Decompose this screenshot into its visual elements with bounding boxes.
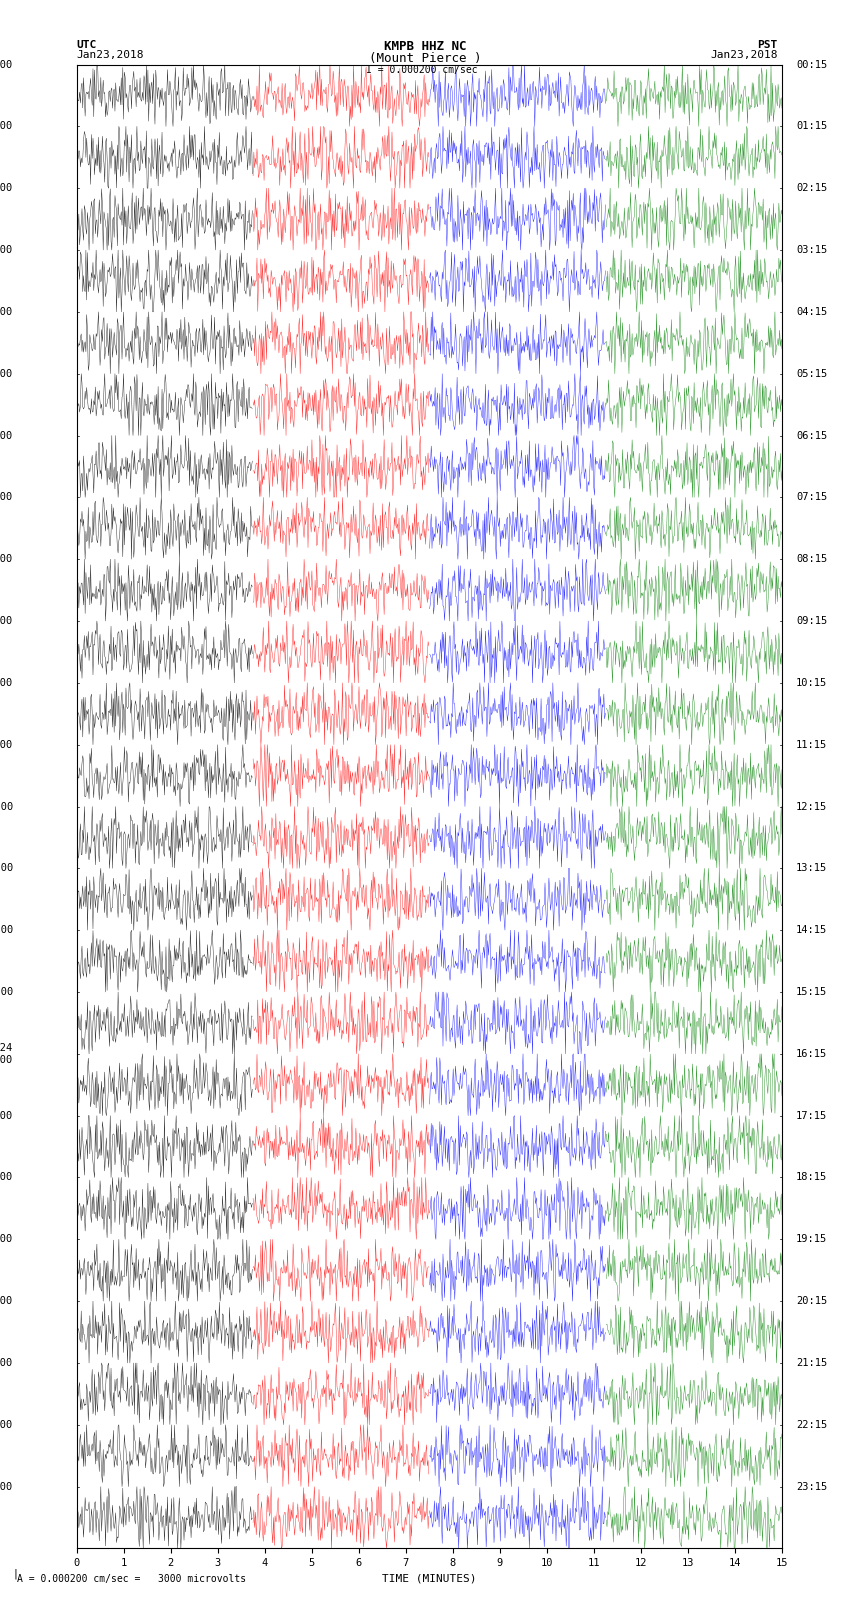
Text: KMPB HHZ NC: KMPB HHZ NC [383,40,467,53]
Text: 16:15: 16:15 [796,1048,827,1058]
Text: I = 0.000200 cm/sec: I = 0.000200 cm/sec [366,65,477,74]
Text: 17:15: 17:15 [796,1111,827,1121]
Text: 08:15: 08:15 [796,555,827,565]
Text: |: | [13,1568,19,1579]
Text: 05:15: 05:15 [796,369,827,379]
Text: A = 0.000200 cm/sec =   3000 microvolts: A = 0.000200 cm/sec = 3000 microvolts [17,1574,246,1584]
Text: 14:15: 14:15 [796,926,827,936]
Text: 10:15: 10:15 [796,677,827,687]
Text: 21:15: 21:15 [796,1358,827,1368]
Text: 11:15: 11:15 [796,740,827,750]
Text: 03:15: 03:15 [796,245,827,255]
Text: 23:15: 23:15 [796,1482,827,1492]
Text: Jan23,2018: Jan23,2018 [76,50,144,60]
Text: 06:00: 06:00 [0,1419,13,1429]
Text: PST: PST [757,40,778,50]
Text: 20:15: 20:15 [796,1297,827,1307]
Text: 13:00: 13:00 [0,369,13,379]
Text: 13:15: 13:15 [796,863,827,873]
Text: 01:15: 01:15 [796,121,827,131]
Text: 20:00: 20:00 [0,802,13,811]
Text: 00:15: 00:15 [796,60,827,69]
Text: 05:00: 05:00 [0,1358,13,1368]
Text: 09:15: 09:15 [796,616,827,626]
Text: 07:00: 07:00 [0,1482,13,1492]
Text: 04:15: 04:15 [796,306,827,316]
Text: 22:00: 22:00 [0,926,13,936]
Text: 02:15: 02:15 [796,184,827,194]
Text: 01:00: 01:00 [0,1111,13,1121]
Text: 12:00: 12:00 [0,306,13,316]
Text: 21:00: 21:00 [0,863,13,873]
Text: 19:15: 19:15 [796,1234,827,1244]
Text: 07:15: 07:15 [796,492,827,502]
Text: 10:00: 10:00 [0,184,13,194]
Text: 15:15: 15:15 [796,987,827,997]
Text: 12:15: 12:15 [796,802,827,811]
Text: 14:00: 14:00 [0,431,13,440]
Text: 03:00: 03:00 [0,1234,13,1244]
Text: 18:15: 18:15 [796,1173,827,1182]
Text: 09:00: 09:00 [0,121,13,131]
Text: 08:00: 08:00 [0,60,13,69]
Text: Jan24
00:00: Jan24 00:00 [0,1044,13,1065]
Text: UTC: UTC [76,40,97,50]
Text: 11:00: 11:00 [0,245,13,255]
Text: Jan23,2018: Jan23,2018 [711,50,778,60]
Text: 23:00: 23:00 [0,987,13,997]
Text: 22:15: 22:15 [796,1419,827,1429]
Text: 17:00: 17:00 [0,616,13,626]
Text: 04:00: 04:00 [0,1297,13,1307]
Text: 02:00: 02:00 [0,1173,13,1182]
Text: 16:00: 16:00 [0,555,13,565]
Text: 15:00: 15:00 [0,492,13,502]
X-axis label: TIME (MINUTES): TIME (MINUTES) [382,1574,477,1584]
Text: 19:00: 19:00 [0,740,13,750]
Text: (Mount Pierce ): (Mount Pierce ) [369,52,481,65]
Text: 06:15: 06:15 [796,431,827,440]
Text: 18:00: 18:00 [0,677,13,687]
